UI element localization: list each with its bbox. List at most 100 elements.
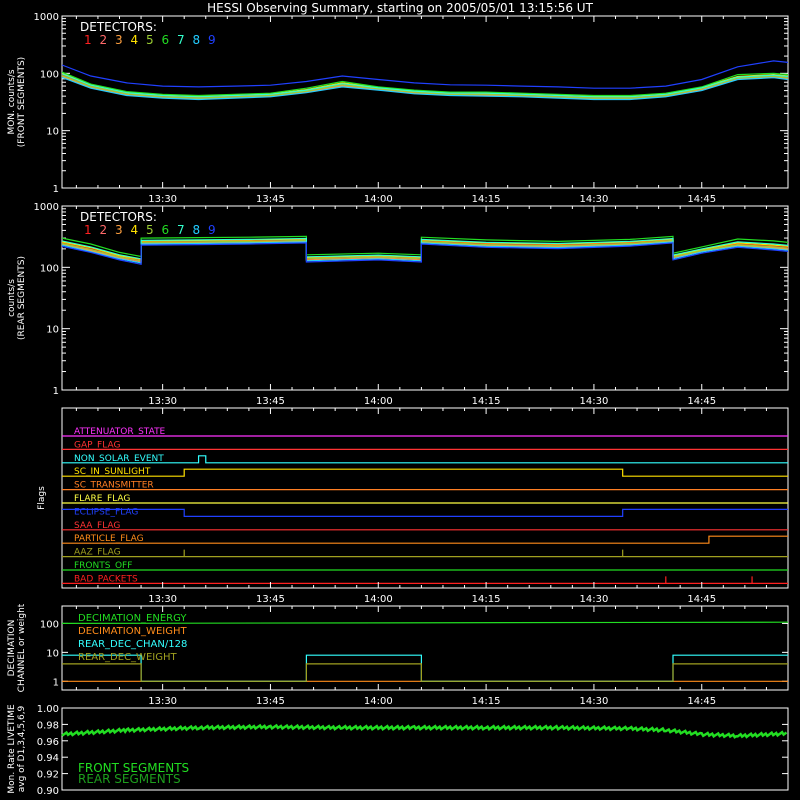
decimation-legend-label: DECIMATION_WEIGHT <box>78 626 187 637</box>
x-tick-label: 14:30 <box>580 696 609 707</box>
x-tick-label: 14:45 <box>687 194 716 205</box>
y-tick-label: 0.98 <box>37 720 59 731</box>
legend-detector-4: 4 <box>131 223 139 237</box>
y-tick-label: 0.90 <box>37 786 59 797</box>
y-tick-label: 100 <box>40 619 59 630</box>
decimation-legend-label: REAR_DEC_CHAN/128 <box>78 639 187 650</box>
legend-detector-7: 7 <box>177 33 185 47</box>
series-line-detector-9 <box>61 242 789 266</box>
y-tick-label: 1.00 <box>37 704 59 715</box>
legend-title: DETECTORS: <box>80 20 157 34</box>
legend-detector-5: 5 <box>146 223 154 237</box>
y-tick-label: 10 <box>46 325 59 336</box>
legend-title: DETECTORS: <box>80 210 157 224</box>
y-axis-label: CHANNEL or weight <box>17 603 27 692</box>
x-tick-label: 14:00 <box>364 194 393 205</box>
y-tick-label: 0.94 <box>37 753 59 764</box>
flag-label: PARTICLE_FLAG <box>74 534 144 544</box>
x-tick-label: 14:30 <box>580 194 609 205</box>
y-axis-label: counts/s <box>7 279 17 317</box>
y-tick-label: 0.96 <box>37 737 59 748</box>
x-tick-label: 14:00 <box>364 396 393 407</box>
chart-title: HESSI Observing Summary, starting on 200… <box>207 1 593 15</box>
legend-detector-7: 7 <box>177 223 185 237</box>
panel-frame-decimation <box>61 605 789 691</box>
y-tick-label: 100 <box>40 69 59 80</box>
panel-frame <box>61 205 789 391</box>
y-tick-label: 1 <box>53 184 59 195</box>
x-tick-label: 13:30 <box>148 696 177 707</box>
livetime-legend-front: FRONT SEGMENTS <box>78 761 189 775</box>
flag-line <box>62 535 788 544</box>
legend-detector-2: 2 <box>100 33 108 47</box>
legend-detector-1: 1 <box>84 33 92 47</box>
x-tick-label: 14:45 <box>687 396 716 407</box>
panel-frame-livetime <box>61 707 789 791</box>
x-tick-label: 13:30 <box>148 194 177 205</box>
series-line-detector-5 <box>61 74 789 99</box>
decimation-legend-label: DECIMATION_ENERGY <box>78 613 187 624</box>
x-tick-label: 13:45 <box>256 696 285 707</box>
y-tick-label: 10 <box>46 648 59 659</box>
y-axis-label: Mon. Rate LIVETIME <box>7 704 17 794</box>
y-tick-label: 100 <box>40 263 59 274</box>
plot-layer: 1 10 100 1000 MON. counts/s (FRONT SEGMENTS) D… <box>7 12 789 797</box>
x-tick-label: 14:15 <box>472 396 501 407</box>
series-line-detector-8 <box>61 76 789 101</box>
y-tick-label: 1000 <box>34 202 59 213</box>
y-axis-label: (REAR SEGMENTS) <box>17 256 27 340</box>
x-tick-label: 14:15 <box>472 194 501 205</box>
x-tick-label: 14:00 <box>364 594 393 605</box>
x-tick-label: 13:45 <box>256 594 285 605</box>
x-tick-label: 14:30 <box>580 396 609 407</box>
y-axis-label: avg of D1,3,4,5,6,9 <box>17 705 27 792</box>
y-axis-label: MON. counts/s <box>7 69 17 134</box>
flag-label: SC_IN_SUNLIGHT <box>74 467 151 477</box>
legend-detector-9: 9 <box>208 223 216 237</box>
flag-label: BAD_PACKETS <box>74 574 138 584</box>
x-tick-label: 14:15 <box>472 594 501 605</box>
flag-label: AAZ_FLAG <box>74 548 121 558</box>
x-tick-label: 14:30 <box>580 594 609 605</box>
y-tick-label: 0.92 <box>37 770 59 781</box>
x-tick-label: 13:45 <box>256 194 285 205</box>
x-tick-label: 13:30 <box>148 594 177 605</box>
decimation-series-line <box>61 621 788 625</box>
series-line-detector-7 <box>61 73 789 98</box>
y-tick-label: 1 <box>53 386 59 397</box>
series-line-detector-9 <box>61 60 789 89</box>
livetime-line-front <box>61 723 788 739</box>
flag-label: FLARE_FLAG <box>74 494 130 504</box>
legend-detector-8: 8 <box>193 33 201 47</box>
legend-detector-1: 1 <box>84 223 92 237</box>
x-tick-label: 14:00 <box>364 696 393 707</box>
legend-detector-3: 3 <box>115 223 123 237</box>
flag-label: GAP_FLAG <box>74 440 120 450</box>
decimation-legend-label: REAR_DEC_WEIGHT <box>78 652 177 663</box>
y-tick-label: 10 <box>46 127 59 138</box>
flag-line <box>62 468 788 477</box>
flag-label: SAA_FLAG <box>74 521 120 531</box>
legend-detector-6: 6 <box>162 223 170 237</box>
x-tick-label: 14:15 <box>472 696 501 707</box>
decimation-series-line <box>62 663 788 682</box>
flag-label: ATTENUATOR_STATE <box>74 427 166 437</box>
flag-line <box>62 576 788 585</box>
y-axis-label: Flags <box>37 486 47 510</box>
y-tick-label: 1 <box>53 677 59 688</box>
x-tick-label: 14:45 <box>687 696 716 707</box>
flag-label: ECLIPSE_FLAG <box>74 507 138 517</box>
legend-detector-8: 8 <box>193 223 201 237</box>
legend-detector-4: 4 <box>131 33 139 47</box>
legend-detector-6: 6 <box>162 33 170 47</box>
panel-frame-flags <box>61 407 789 589</box>
flag-label: NON_SOLAR_EVENT <box>74 454 164 464</box>
flag-label: FRONTS_OFF <box>74 561 132 571</box>
flag-line <box>62 508 788 518</box>
livetime-legend-rear: REAR SEGMENTS <box>78 772 181 786</box>
panel-frame <box>61 15 789 189</box>
flag-label: SC_TRANSMITTER <box>74 481 154 491</box>
